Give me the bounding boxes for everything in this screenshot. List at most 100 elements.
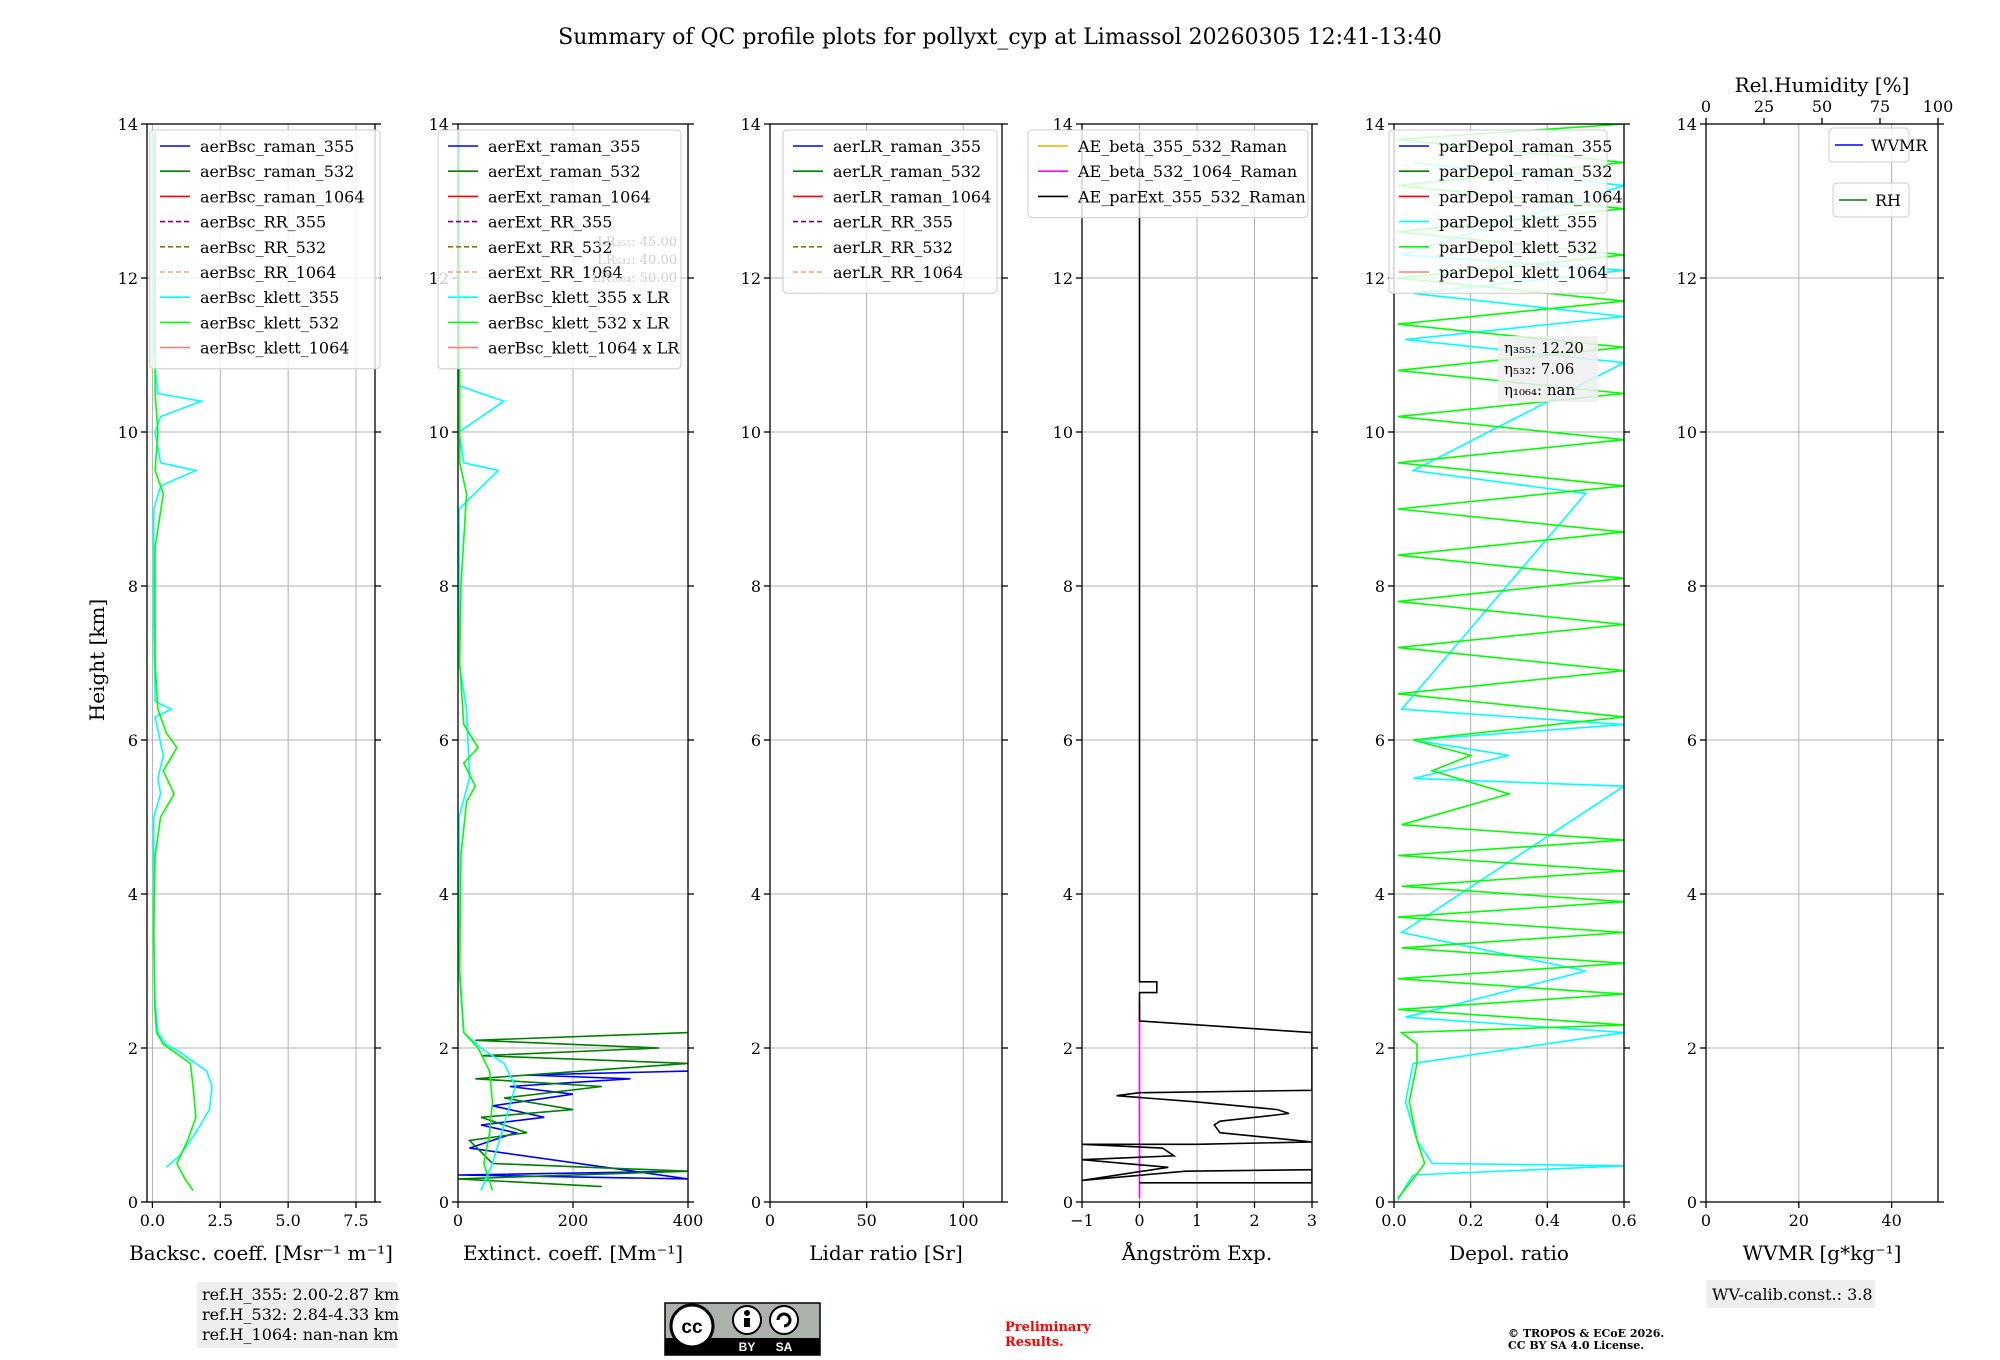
y-tick-label: 10 — [1053, 423, 1073, 442]
legend-label-aerbsc_klett_532 x lr: aerBsc_klett_532 x LR — [488, 313, 670, 332]
y-tick-label: 6 — [751, 731, 761, 750]
info-box-bg — [1707, 1280, 1875, 1308]
legend-label-aerbsc_klett_1064 x lr: aerBsc_klett_1064 x LR — [488, 339, 680, 358]
info-box-bg — [197, 1282, 397, 1348]
legend-label-pardepol_raman_1064: parDepol_raman_1064 — [1439, 187, 1623, 206]
eta-label: η₁₀₆₄: nan — [1504, 381, 1575, 399]
y-tick-label: 0 — [1063, 1193, 1073, 1212]
eta-label: η₅₃₂: 7.06 — [1504, 360, 1574, 378]
y-tick-label: 12 — [1053, 269, 1073, 288]
x-tick-label: 0 — [765, 1211, 775, 1230]
y-tick-label: 4 — [439, 885, 449, 904]
legend-label-pardepol_klett_1064: parDepol_klett_1064 — [1439, 263, 1608, 282]
legend-frame — [1027, 129, 1309, 219]
y-tick-label: 2 — [1063, 1039, 1073, 1058]
y-tick-label: 10 — [1365, 423, 1385, 442]
x-tick-label: 0 — [1701, 1211, 1711, 1230]
attribution-person-head — [744, 1310, 750, 1316]
legend-frame — [1828, 127, 1910, 163]
panel-water_vapor: 0 20 40 0 2 4 6 8 10 12 14 WVMR [g*kg⁻¹] 0 25 50 75 100 R… — [1677, 73, 1954, 1308]
legend: aerLR_raman_355 aerLR_raman_532 aerLR_rama… — [782, 129, 998, 294]
legend-label-aerlr_rr_1064: aerLR_RR_1064 — [833, 263, 963, 282]
legend-label-ae_beta_355_532_raman: AE_beta_355_532_Raman — [1077, 137, 1287, 156]
series-line-aerBsc_klett_355 — [153, 131, 213, 1168]
x-tick-label: 0.0 — [140, 1211, 165, 1230]
legend-label-rh: RH — [1875, 191, 1901, 210]
legend-label-aerext_rr_532: aerExt_RR_532 — [488, 238, 612, 257]
x-tick-label: 50 — [856, 1211, 876, 1230]
y-tick-label: 14 — [429, 115, 449, 134]
legend-label-aerlr_rr_355: aerLR_RR_355 — [833, 213, 953, 232]
info-box-line: WV-calib.const.: 3.8 — [1712, 1285, 1873, 1304]
series-group — [458, 131, 688, 1191]
x-tick-label: 0 — [453, 1211, 463, 1230]
y-tick-label: 0 — [128, 1193, 138, 1212]
axes-frame — [146, 123, 376, 1203]
x-tick-label: 7.5 — [343, 1211, 368, 1230]
figure-title: Summary of QC profile plots for pollyxt_… — [558, 25, 1442, 50]
legend-label-aerbsc_raman_1064: aerBsc_raman_1064 — [200, 187, 365, 206]
share-alike-arrow — [776, 1312, 792, 1328]
legend: aerExt_raman_355 aerExt_raman_532 aerExt_r… — [437, 129, 682, 370]
legend-label-aerbsc_klett_1064: aerBsc_klett_1064 — [200, 339, 349, 358]
info-box: WV-calib.const.: 3.8 — [1707, 1280, 1875, 1308]
eta-label: η₃₅₅: 12.20 — [1504, 339, 1584, 357]
legend-label-aerlr_raman_1064: aerLR_raman_1064 — [833, 187, 991, 206]
y-tick-label: 8 — [1687, 577, 1697, 596]
series-group — [152, 131, 213, 1191]
x-tick-label: 100 — [948, 1211, 979, 1230]
x-axis-label: WVMR [g*kg⁻¹] — [1743, 1241, 1902, 1265]
info-box-line: ref.H_355: 2.00-2.87 km — [202, 1285, 399, 1304]
y-tick-label: 8 — [1063, 577, 1073, 596]
legend-label-aerbsc_rr_1064: aerBsc_RR_1064 — [200, 263, 336, 282]
y-tick-label: 8 — [439, 577, 449, 596]
top-x-tick-label: 100 — [1923, 97, 1954, 116]
y-tick-label: 0 — [439, 1193, 449, 1212]
legend-frame — [437, 129, 682, 370]
x-axis-label: Lidar ratio [Sr] — [809, 1241, 963, 1265]
x-tick-label: 0.0 — [1381, 1211, 1406, 1230]
series-line-parDepol_klett_355 — [1397, 161, 1624, 1201]
axes-frame — [769, 123, 1003, 1203]
preliminary-line2: Results. — [1005, 1335, 1064, 1350]
x-axis-label: Depol. ratio — [1449, 1241, 1569, 1265]
legend-label-pardepol_klett_532: parDepol_klett_532 — [1439, 238, 1597, 257]
legend-label-aerbsc_rr_355: aerBsc_RR_355 — [200, 213, 326, 232]
y-tick-label: 2 — [1687, 1039, 1697, 1058]
lr-label: LR₅₃₂: 40.00 — [597, 253, 677, 268]
x-tick-label: 200 — [558, 1211, 589, 1230]
x-tick-label: 40 — [1881, 1211, 1901, 1230]
copyright-line2: CC BY SA 4.0 License. — [1508, 1339, 1644, 1352]
axes-frame — [1705, 123, 1939, 1203]
legend-label-aerext_raman_532: aerExt_raman_532 — [488, 162, 641, 181]
top-x-tick-label: 25 — [1754, 97, 1774, 116]
legend-label-aerext_raman_1064: aerExt_raman_1064 — [488, 187, 651, 206]
y-tick-label: 8 — [1375, 577, 1385, 596]
x-tick-label: 0.2 — [1458, 1211, 1483, 1230]
x-axis-label: Ångström Exp. — [1121, 1240, 1272, 1265]
x-tick-label: 1 — [1192, 1211, 1202, 1230]
y-tick-label: 2 — [1375, 1039, 1385, 1058]
y-tick-label: 2 — [751, 1039, 761, 1058]
x-tick-label: 0.4 — [1535, 1211, 1560, 1230]
legend-label-aerbsc_klett_355 x lr: aerBsc_klett_355 x LR — [488, 288, 670, 307]
lr-label: LR₃₅₅: 45.00 — [597, 235, 677, 250]
eta-box-bg — [1498, 336, 1598, 402]
y-tick-label: 0 — [751, 1193, 761, 1212]
y-tick-label: 10 — [741, 423, 761, 442]
y-tick-label: 10 — [118, 423, 138, 442]
top-x-axis-label: Rel.Humidity [%] — [1735, 73, 1910, 97]
x-tick-label: 3 — [1307, 1211, 1317, 1230]
panel-depolarization: 0.0 0.2 0.4 0.6 0 2 4 6 8 10 12 14 Depol. ratio parDe… — [1365, 115, 1637, 1265]
legend-label-aerbsc_klett_355: aerBsc_klett_355 — [200, 288, 339, 307]
x-tick-label: −1 — [1070, 1211, 1094, 1230]
y-tick-label: 2 — [439, 1039, 449, 1058]
legend-label-ae_beta_532_1064_raman: AE_beta_532_1064_Raman — [1077, 162, 1297, 181]
y-tick-label: 6 — [1687, 731, 1697, 750]
legend-label-aerbsc_klett_532: aerBsc_klett_532 — [200, 313, 339, 332]
legend: parDepol_raman_355 parDepol_raman_532 parD… — [1388, 129, 1623, 294]
copyright-line1: © TROPOS & ECoE 2026. — [1508, 1327, 1664, 1340]
y-tick-label: 8 — [751, 577, 761, 596]
cc-circle-icon — [669, 1303, 715, 1349]
